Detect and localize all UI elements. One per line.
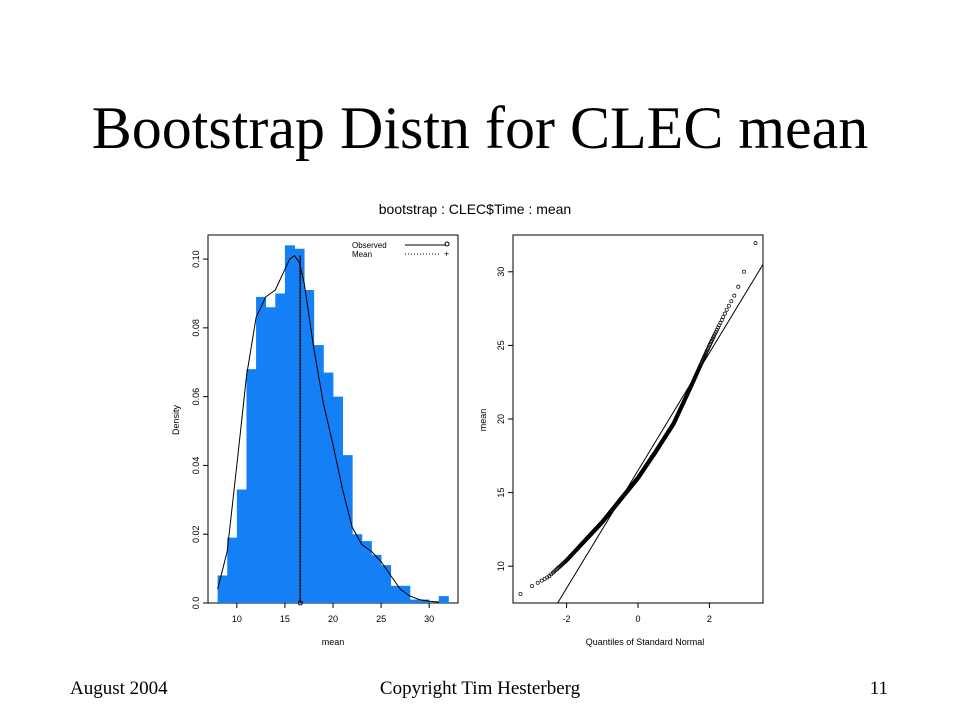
x-tick-label: -2 [563,614,571,624]
qq-xlabel: Quantiles of Standard Normal [586,637,705,647]
y-tick-label: 0.08 [191,319,201,337]
qq-frame [512,234,764,604]
qq-point [719,318,724,322]
histogram-bar [400,585,411,603]
density-curve [217,254,439,603]
observed-marker [297,600,303,606]
y-tick-label: 10 [496,561,506,571]
y-tick-label: 30 [496,267,506,277]
histogram-bar [381,565,392,603]
qq-point [715,327,719,332]
qq-reference-line [557,264,764,604]
slide-title: Bootstrap Distn for CLEC mean [91,95,869,161]
histogram-bar [275,293,286,603]
histogram-bar [236,489,247,603]
qq-point [554,567,559,572]
y-tick-label: 15 [496,488,506,498]
qq-ylabel: mean [478,409,488,432]
histogram-bar [438,596,449,603]
histogram-bar [371,554,382,603]
y-tick-label: 0.10 [191,250,201,268]
histogram-bar [419,599,430,603]
histogram-bars [217,245,449,604]
qq-point [732,293,737,298]
qq-point [724,307,729,312]
legend-observed-marker [444,241,450,247]
qq-point [714,329,718,334]
qq-point [713,331,717,336]
qq-point [726,303,731,308]
x-tick-label: 30 [424,614,434,624]
qq-point [753,241,758,246]
qq-point [736,284,741,289]
y-tick-label: 0.06 [191,388,201,406]
histogram-bar [323,372,334,603]
histogram-panel: 10 15 20 25 30 0.0 0.02 0.04 0.06 0.08 0.10 mean D… [171,234,459,647]
x-tick-label: 25 [376,614,386,624]
qq-point [535,580,540,585]
qq-point [539,578,544,583]
plot-super-title: bootstrap : CLEC$Time : mean [378,201,572,217]
y-tick-label: 0.02 [191,525,201,543]
legend-mean-marker: + [444,249,449,259]
y-tick-label: 25 [496,340,506,350]
histogram-bar [304,290,315,603]
qq-panel: -2 0 2 10 15 20 25 30 Quantiles of Standard Nor… [478,234,764,647]
qq-point [518,591,523,596]
histogram-bar [390,585,401,603]
histogram-bar [246,369,257,603]
histogram-xlabel: mean [322,637,345,647]
histogram-ylabel: Density [171,404,181,435]
histogram-bar [313,345,324,603]
footer-page-number: 11 [869,678,888,699]
qq-point [716,325,721,330]
x-tick-label: 0 [635,614,640,624]
histogram-bar [284,245,295,604]
histogram-bar [361,541,372,603]
qq-point [729,299,734,304]
x-tick-label: 10 [232,614,242,624]
y-tick-label: 0.0 [191,597,201,610]
x-tick-label: 15 [280,614,290,624]
qq-points [518,241,758,596]
y-tick-label: 0.04 [191,457,201,475]
histogram-bar [352,534,363,603]
qq-point [530,584,534,589]
x-tick-label: 2 [707,614,712,624]
histogram-bar [217,575,228,603]
qq-axis-ticks: -2 0 2 10 15 20 25 30 [496,267,712,624]
histogram-bar [333,396,344,603]
histogram-bar [409,599,420,603]
histogram-axis-ticks: 10 15 20 25 30 0.0 0.02 0.04 0.06 0.08 0.10 [191,250,434,624]
qq-point [712,333,717,338]
qq-point [722,311,727,316]
footer-date: August 2004 [70,678,168,699]
qq-point [742,269,746,274]
footer-copyright: Copyright Tim Hesterberg [379,678,581,699]
legend-observed-label: Observed [352,241,387,250]
histogram-bar [256,296,267,603]
histogram-bar [265,307,276,603]
histogram-legend: Observed Mean + [352,241,450,259]
histogram-bar [227,537,238,603]
y-tick-label: 20 [496,414,506,424]
histogram-bar [294,248,305,603]
qq-point [721,314,726,319]
x-tick-label: 20 [328,614,338,624]
histogram-bar [342,455,353,603]
legend-mean-label: Mean [352,250,372,259]
